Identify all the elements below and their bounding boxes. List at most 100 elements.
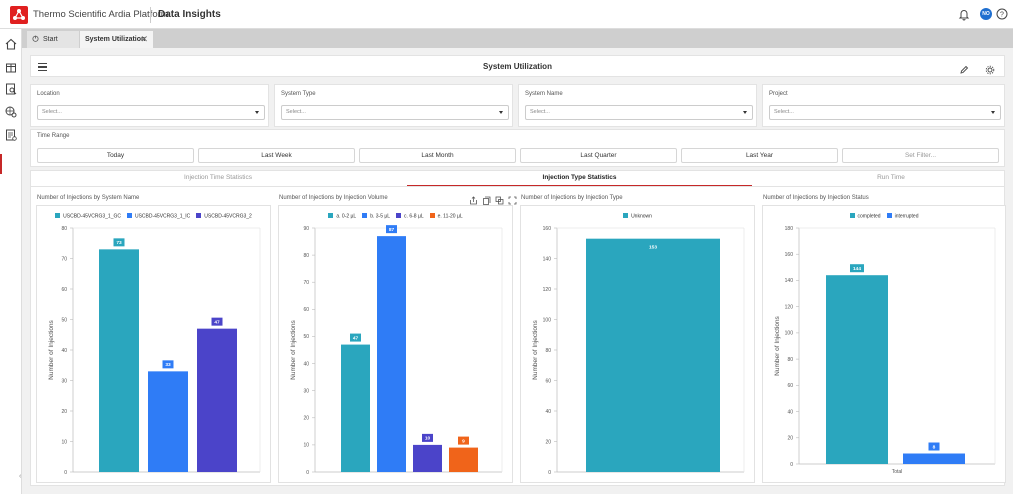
y-tick-label: 70 [303, 280, 309, 286]
data-label-bg [850, 264, 864, 273]
avatar[interactable]: NO [980, 8, 992, 20]
menu-icon[interactable] [38, 63, 47, 73]
pencil-icon[interactable] [959, 62, 969, 74]
data-label-bg [211, 317, 223, 326]
gear-icon[interactable] [985, 62, 995, 75]
tab-label: System Utilization [85, 36, 146, 43]
last-week-button[interactable]: Last Week [198, 148, 355, 163]
bar[interactable] [413, 444, 442, 472]
home-icon[interactable] [4, 37, 18, 51]
y-tick-label: 30 [303, 388, 309, 394]
bar[interactable] [826, 275, 888, 464]
legend-item[interactable]: c. 6-8 µL [396, 213, 424, 220]
data-label: 47 [353, 335, 359, 341]
thermo-logo-icon [10, 6, 28, 24]
help-icon[interactable]: ? [995, 7, 1009, 21]
bar[interactable] [341, 344, 370, 472]
bar[interactable] [449, 447, 478, 472]
filters-row: Location Select... System Type Select...… [30, 84, 1005, 129]
legend-item[interactable]: a. 0-2 µL [328, 213, 356, 220]
legend-item[interactable]: completed [849, 213, 881, 220]
tab-system-utilization[interactable]: System Utilization ✕ [80, 31, 153, 48]
chart-svg: 0 10 20 30 40 50 60 70 80 90 Number of Injections 4… [290, 225, 503, 476]
chart-system-name: USCBD-45VCRG3_1_GC USCBD-45VCRG3_1_IC USCB… [36, 205, 271, 483]
filter-system-name: System Name Select... [518, 84, 757, 127]
y-tick-label: 120 [785, 304, 794, 310]
y-tick-label: 40 [787, 409, 793, 415]
last-year-button[interactable]: Last Year [681, 148, 838, 163]
y-tick-label: 60 [787, 383, 793, 389]
tab-start[interactable]: Start [27, 31, 79, 48]
collapse-sidebar-icon[interactable]: ‹ [19, 473, 22, 480]
legend-item[interactable]: e. 11-20 µL [429, 213, 463, 220]
report-icon[interactable] [4, 128, 18, 142]
y-tick-label: 140 [543, 256, 552, 262]
copy-icon[interactable] [482, 192, 491, 205]
bar[interactable] [377, 236, 406, 472]
filter-location: Location Select... [30, 84, 269, 127]
system-type-select[interactable]: Select... [281, 105, 509, 120]
x-tick-label: Total [892, 469, 903, 475]
top-bar: Thermo Scientific Ardia Platform Data In… [0, 0, 1013, 29]
location-select[interactable]: Select... [37, 105, 265, 120]
chart-legend: a. 0-2 µL b. 3-5 µL c. 6-8 µL e. 11-20 µL [279, 213, 512, 220]
tab-run-time[interactable]: Run Time [877, 174, 905, 181]
document-search-icon[interactable] [4, 82, 18, 96]
legend-label: interrupted [894, 213, 919, 220]
y-tick-label: 50 [61, 317, 67, 323]
system-name-select[interactable]: Select... [525, 105, 753, 120]
data-label: 87 [389, 227, 395, 233]
legend-label: c. 6-8 µL [404, 213, 424, 220]
legend-item[interactable]: b. 3-5 µL [362, 213, 390, 220]
legend-item[interactable]: interrupted [886, 213, 919, 220]
duplicate-icon[interactable] [495, 192, 504, 205]
y-tick-label: 40 [545, 409, 551, 415]
legend-label: e. 11-20 µL [437, 213, 463, 220]
data-label: 9 [462, 438, 465, 444]
export-icon[interactable] [469, 192, 478, 205]
caret-down-icon [499, 111, 503, 114]
fullscreen-icon[interactable] [508, 192, 517, 205]
y-tick-label: 70 [61, 256, 67, 262]
filter-label: Project [769, 91, 788, 97]
divider [31, 186, 1004, 187]
legend-item[interactable]: USCBD-45VCRG3_2 [196, 213, 252, 220]
brand-name: Thermo Scientific Ardia Platform [33, 9, 169, 20]
project-select[interactable]: Select... [769, 105, 1001, 120]
bell-icon[interactable] [957, 7, 971, 21]
today-button[interactable]: Today [37, 148, 194, 163]
app-title[interactable]: Data Insights [158, 9, 221, 20]
data-label: 33 [165, 362, 171, 368]
y-tick-label: 90 [303, 226, 309, 232]
y-tick-label: 180 [785, 226, 794, 232]
bar[interactable] [99, 249, 139, 472]
last-month-button[interactable]: Last Month [359, 148, 516, 163]
filter-label: Location [37, 91, 60, 97]
tab-injection-type-statistics[interactable]: Injection Type Statistics [407, 171, 752, 186]
bar[interactable] [903, 453, 965, 464]
globe-search-icon[interactable] [4, 105, 18, 119]
chart-injection-volume: a. 0-2 µL b. 3-5 µL c. 6-8 µL e. 11-20 µL 0 1… [278, 205, 513, 483]
set-filter-button[interactable]: Set Filter... [842, 148, 999, 163]
last-quarter-button[interactable]: Last Quarter [520, 148, 677, 163]
data-label-bg [458, 436, 469, 445]
package-icon[interactable] [4, 60, 18, 74]
chart-svg: 0 20 40 60 80 100 120 140 160 180 Number of Inject… [774, 226, 996, 475]
bar[interactable] [197, 328, 237, 472]
y-tick-label: 80 [545, 348, 551, 354]
bar[interactable] [586, 238, 720, 472]
legend-item[interactable]: USCBD-45VCRG3_1_IC [126, 213, 190, 220]
legend-item[interactable]: Unknown [623, 213, 652, 220]
close-icon[interactable]: ✕ [140, 34, 148, 44]
bar[interactable] [148, 371, 188, 472]
y-tick-label: 60 [303, 307, 309, 313]
legend-label: Unknown [631, 213, 652, 220]
y-tick-label: 60 [61, 287, 67, 293]
tab-injection-time-statistics[interactable]: Injection Time Statistics [184, 174, 252, 181]
y-tick-label: 0 [64, 470, 67, 476]
chart-title: Number of Injections by Injection Status [763, 195, 869, 201]
y-tick-label: 100 [543, 317, 552, 323]
chart-injection-type: Unknown 0 20 40 60 80 100 120 140 160 Number of In… [520, 205, 755, 483]
legend-item[interactable]: USCBD-45VCRG3_1_GC [55, 213, 121, 220]
legend-swatch [196, 213, 202, 218]
